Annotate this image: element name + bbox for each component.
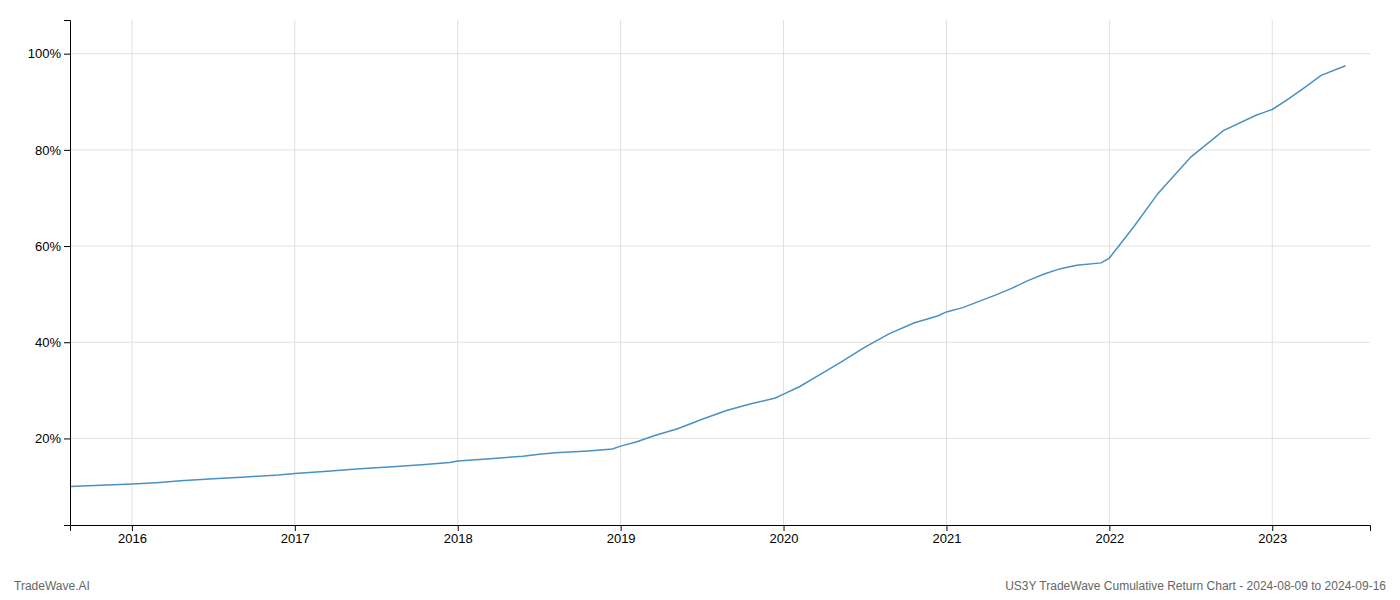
x-tick: 2016 (118, 525, 147, 546)
y-tick-mark (64, 246, 70, 247)
grid (70, 20, 1370, 525)
x-tick: 2021 (932, 525, 961, 546)
grid-line-y (70, 342, 1370, 343)
y-tick-mark (64, 438, 70, 439)
x-tick-mark (1272, 525, 1273, 531)
x-tick: 2020 (770, 525, 799, 546)
x-tick-label: 2020 (770, 531, 799, 546)
x-tick-label: 2016 (118, 531, 147, 546)
grid-line-y (70, 53, 1370, 54)
grid-line-x (457, 20, 458, 525)
x-tick-label: 2018 (444, 531, 473, 546)
y-tick-label: 100% (28, 46, 62, 61)
grid-line-x (783, 20, 784, 525)
y-tick-mark (64, 54, 70, 55)
y-axis: 20% 40% 60% 80% 100% (28, 21, 71, 526)
x-tick: 2023 (1258, 525, 1287, 546)
grid-line-x (294, 20, 295, 525)
y-tick-label: 20% (35, 431, 61, 446)
y-tick: 100% (28, 46, 70, 61)
grid-line-x (620, 20, 621, 525)
grid-line-x (946, 20, 947, 525)
grid-line-y (70, 246, 1370, 247)
x-tick-mark (621, 525, 622, 531)
y-tick-label: 80% (35, 143, 61, 158)
x-tick-mark (946, 525, 947, 531)
x-tick-label: 2019 (607, 531, 636, 546)
grid-line-x (1272, 20, 1273, 525)
y-axis-line (64, 21, 71, 526)
y-tick: 60% (35, 239, 70, 254)
y-tick-mark (64, 342, 70, 343)
grid-line-y (70, 438, 1370, 439)
line (70, 66, 1346, 487)
x-tick-label: 2021 (932, 531, 961, 546)
title: US3Y TradeWave Cumulative Return Chart -… (1005, 579, 1386, 593)
y-tick-label: 40% (35, 335, 61, 350)
y-tick-label: 60% (35, 239, 61, 254)
marks (70, 66, 1346, 487)
x-tick-mark (132, 525, 133, 531)
y-tick: 40% (35, 335, 70, 350)
x-tick-mark (458, 525, 459, 531)
y-tick-mark (64, 150, 70, 151)
x-tick: 2022 (1095, 525, 1124, 546)
x-tick: 2017 (281, 525, 310, 546)
x-tick-mark (295, 525, 296, 531)
x-tick-mark (784, 525, 785, 531)
y-tick: 20% (35, 431, 70, 446)
plot: 2016 2017 2018 2019 2020 2021 2022 2023 20% 40% 60… (28, 20, 1371, 546)
grid-line-y (70, 149, 1370, 150)
x-tick-mark (1109, 525, 1110, 531)
x-tick: 2018 (444, 525, 473, 546)
x-tick-label: 2017 (281, 531, 310, 546)
chart: 2016 2017 2018 2019 2020 2021 2022 2023 20% 40% 60… (0, 0, 1400, 600)
x-axis-line (71, 526, 1371, 532)
x-tick-label: 2023 (1258, 531, 1287, 546)
x-tick-label: 2022 (1095, 531, 1124, 546)
x-axis: 2016 2017 2018 2019 2020 2021 2022 2023 (71, 525, 1371, 546)
x-tick: 2019 (607, 525, 636, 546)
grid-line-x (131, 20, 132, 525)
grid-line-x (1109, 20, 1110, 525)
watermark: TradeWave.AI (14, 579, 90, 593)
y-tick: 80% (35, 143, 70, 158)
